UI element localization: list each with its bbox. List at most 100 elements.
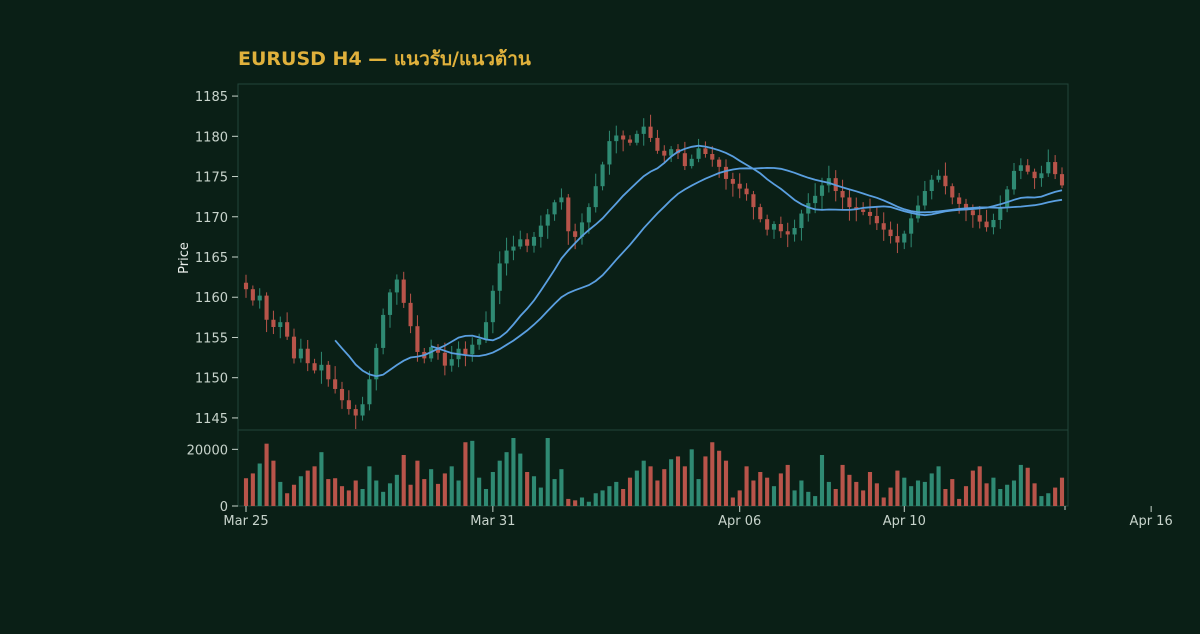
candle <box>353 404 358 430</box>
candle-body <box>963 203 969 211</box>
volume-bar <box>360 489 365 506</box>
volume-bar <box>278 481 283 506</box>
candle <box>545 208 550 239</box>
price-panel: 1145 1150 1155 1160 1165 1170 1175 1180 1185 Pri… <box>177 83 1069 431</box>
candle-body <box>765 219 770 230</box>
moving-average-line-2 <box>430 166 1063 357</box>
candle <box>634 130 639 146</box>
volume-bar <box>991 477 996 506</box>
candle-body <box>490 290 495 323</box>
candle-body <box>573 231 578 237</box>
volume-bar <box>497 460 502 506</box>
candle-body <box>730 178 735 184</box>
candle <box>525 233 530 253</box>
price-axis-ticks: 1145 1150 1155 1160 1165 1170 1175 1180 1185 <box>195 90 238 427</box>
candle <box>257 288 262 309</box>
chart-title: EURUSD H4 — แนวรับ/แนวต้าน <box>238 48 531 70</box>
volume-bar <box>785 464 790 506</box>
candle-body <box>374 347 379 380</box>
candle <box>573 223 578 250</box>
candle-body <box>257 295 262 301</box>
price-tick-label: 1185 <box>195 90 228 105</box>
candle <box>641 118 646 146</box>
volume-bar <box>922 481 927 506</box>
candle-body <box>408 302 413 327</box>
volume-bar <box>326 479 331 506</box>
volume-bar <box>957 498 962 506</box>
candle <box>504 237 509 276</box>
candle-body <box>881 223 886 230</box>
volume-bar <box>682 466 687 506</box>
candle <box>339 381 345 409</box>
candle <box>696 138 701 163</box>
volume-bar <box>435 483 441 506</box>
volume-bar <box>1039 496 1044 506</box>
volume-bar <box>593 493 598 506</box>
candle-body <box>333 379 338 389</box>
candle-body <box>353 409 358 416</box>
volume-bar <box>744 466 749 506</box>
candle-body <box>566 197 571 232</box>
volume-bar <box>333 478 338 506</box>
candle-body <box>689 158 694 167</box>
candle <box>895 223 900 254</box>
volume-bar <box>518 453 523 506</box>
volume-bar <box>367 466 372 506</box>
moving-average-line-1 <box>334 144 1063 378</box>
candle-body <box>504 250 509 264</box>
volume-bar <box>545 438 550 506</box>
candle-body <box>367 379 372 405</box>
price-tick-label: 1155 <box>195 331 228 346</box>
volume-bar <box>1059 477 1065 506</box>
candle-body <box>552 202 557 215</box>
candle-body <box>627 139 633 143</box>
x-tick-label: Apr 10 <box>883 514 926 529</box>
volume-bar <box>977 466 982 506</box>
candle <box>627 135 633 146</box>
volume-bar <box>984 483 989 506</box>
price-tick-label: 1145 <box>195 412 228 427</box>
volume-bar <box>778 473 783 506</box>
candle <box>1046 149 1051 177</box>
candle <box>360 396 365 421</box>
candle <box>744 183 749 201</box>
volume-bar <box>600 490 605 506</box>
volume-bar <box>895 470 900 506</box>
volume-tick-label: 20000 <box>187 443 228 458</box>
candle <box>579 213 585 245</box>
candle-body <box>360 404 365 416</box>
volume-bar <box>463 442 468 506</box>
volume-bar <box>1025 467 1030 506</box>
candle <box>936 169 941 183</box>
candle-body <box>977 215 982 222</box>
volume-bar <box>264 443 269 506</box>
volume-bar <box>483 489 489 506</box>
volume-bar <box>250 473 255 506</box>
candle <box>819 177 825 210</box>
candle-body <box>614 135 619 142</box>
x-tick-label: Mar 31 <box>470 514 515 529</box>
candle <box>497 251 502 305</box>
volume-bar <box>696 479 701 506</box>
candle <box>1025 159 1030 175</box>
volume-bar <box>861 490 866 506</box>
candle-body <box>1011 170 1017 190</box>
volume-bar <box>339 486 345 506</box>
candle-body <box>984 221 989 228</box>
candle <box>813 183 818 214</box>
volume-bar <box>291 484 297 506</box>
candle <box>723 159 729 190</box>
price-tick-label: 1170 <box>195 211 228 226</box>
candle-body <box>799 213 804 229</box>
candle-body <box>662 150 667 156</box>
candle-body <box>861 209 866 212</box>
candle-body <box>607 141 612 165</box>
candle <box>703 141 708 158</box>
volume-bar <box>751 480 756 506</box>
volume-bar <box>470 440 475 506</box>
candle <box>1039 165 1044 187</box>
volume-bar <box>799 480 804 506</box>
candle <box>778 216 783 238</box>
candle-body <box>264 295 269 320</box>
